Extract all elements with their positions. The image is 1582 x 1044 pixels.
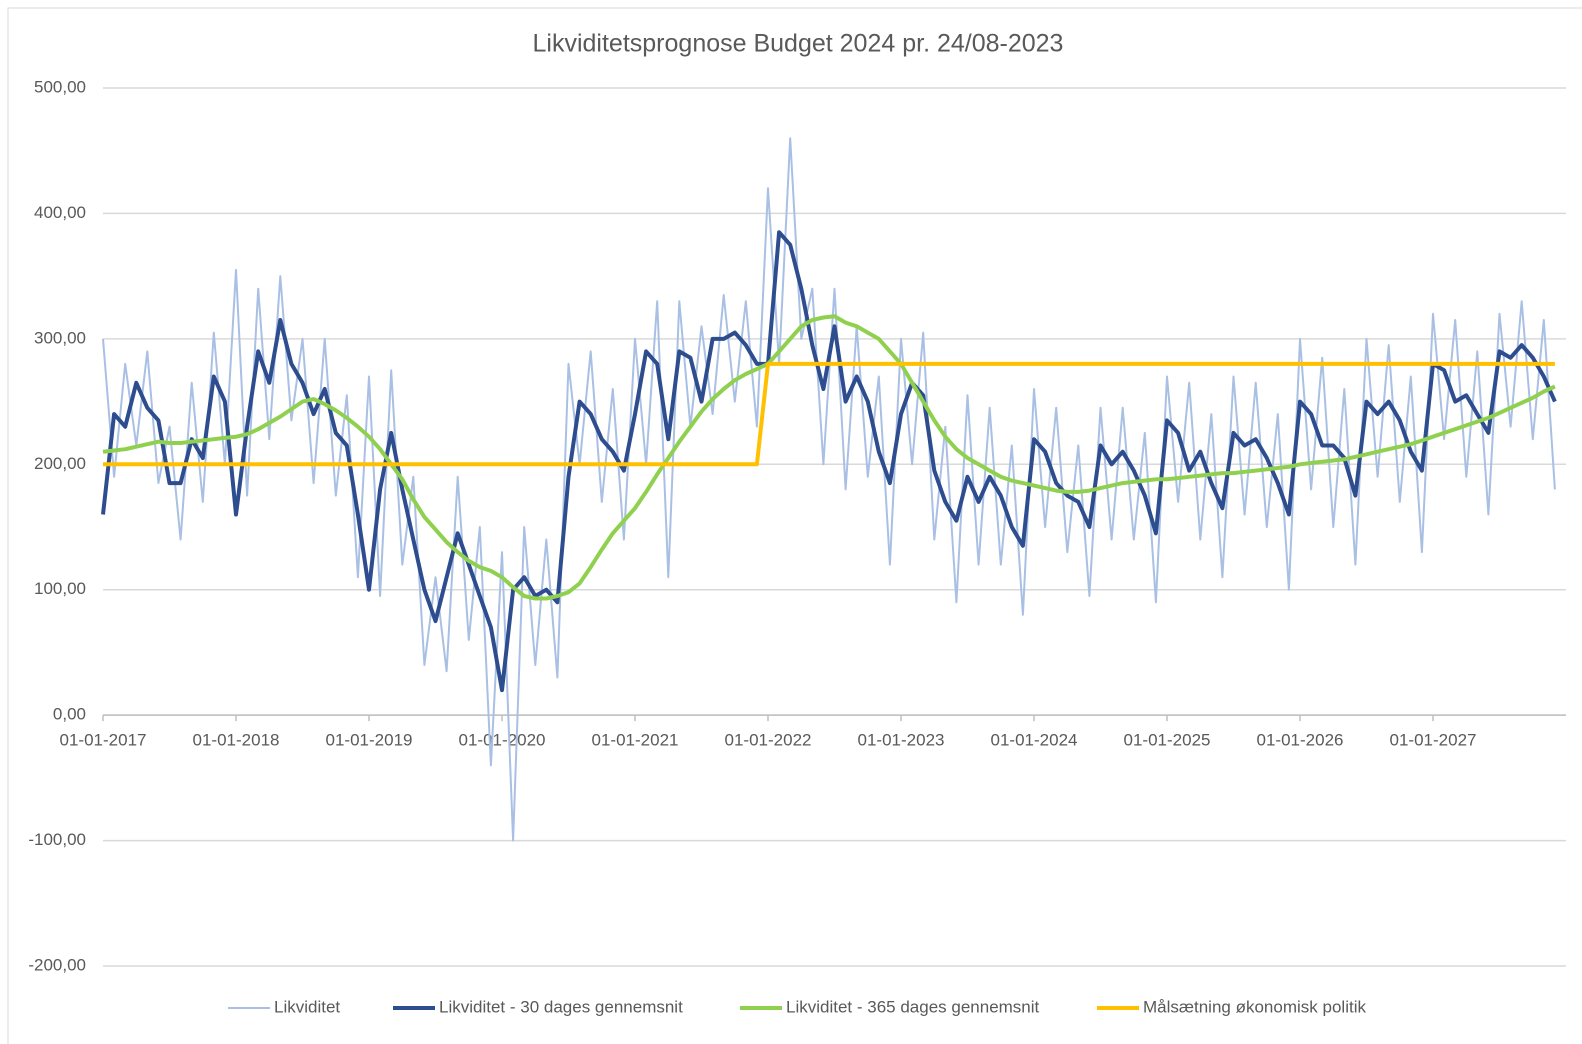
x-tick-label: 01-01-2020 <box>459 731 546 750</box>
x-tick-label: 01-01-2025 <box>1124 731 1211 750</box>
x-tick-label: 01-01-2022 <box>725 731 812 750</box>
chart-frame <box>7 7 1582 1044</box>
legend-label: Likviditet <box>274 997 340 1016</box>
y-tick-label: 400,00 <box>34 203 86 222</box>
x-tick-label: 01-01-2023 <box>858 731 945 750</box>
x-tick-label: 01-01-2019 <box>326 731 413 750</box>
series-line <box>102 137 1556 842</box>
x-tick-label: 01-01-2026 <box>1257 731 1344 750</box>
x-tick-label: 01-01-2021 <box>592 731 679 750</box>
x-tick-label: 01-01-2017 <box>60 731 147 750</box>
y-tick-label: -200,00 <box>28 955 86 974</box>
x-tick-label: 01-01-2018 <box>193 731 280 750</box>
legend-label: Likviditet - 30 dages gennemsnit <box>439 997 683 1016</box>
x-tick-label: 01-01-2027 <box>1390 731 1477 750</box>
series-line <box>103 361 1555 467</box>
legend-label: Målsætning økonomisk politik <box>1143 997 1366 1016</box>
legend-label: Likviditet - 365 dages gennemsnit <box>786 997 1040 1016</box>
y-tick-label: 200,00 <box>34 454 86 473</box>
x-tick-label: 01-01-2024 <box>991 731 1078 750</box>
chart-title: Likviditetsprognose Budget 2024 pr. 24/0… <box>533 30 1064 58</box>
y-tick-label: 0,00 <box>53 705 86 724</box>
y-tick-label: 300,00 <box>34 328 86 347</box>
series-line <box>102 314 1556 601</box>
y-tick-label: -100,00 <box>28 830 86 849</box>
y-tick-label: 100,00 <box>34 579 86 598</box>
series-line <box>101 230 1557 693</box>
y-tick-label: 500,00 <box>34 77 86 96</box>
